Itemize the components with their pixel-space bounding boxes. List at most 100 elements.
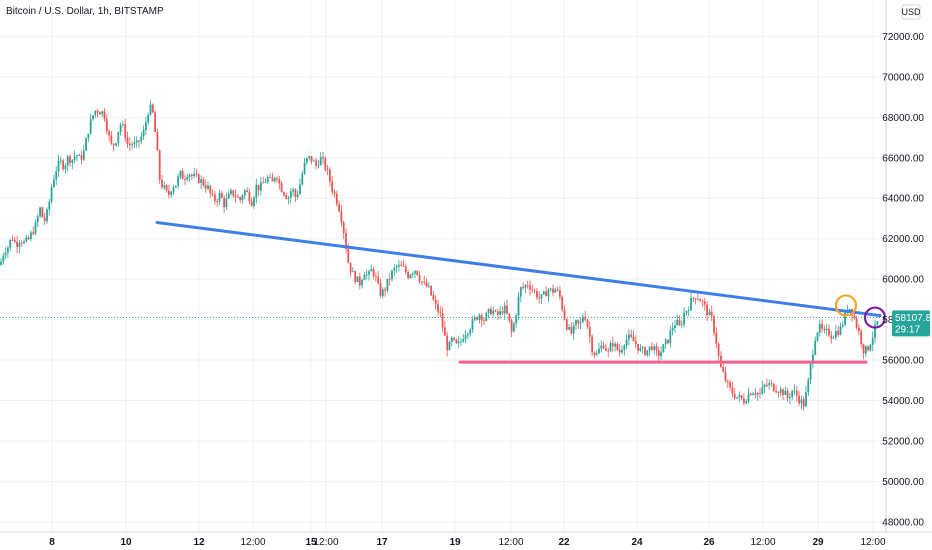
candle-body-down — [441, 312, 444, 328]
candle-body-up — [46, 209, 48, 222]
price-tick-label: 62000.00 — [882, 234, 924, 245]
candle-body-down — [329, 169, 331, 182]
candle-body-up — [568, 326, 570, 330]
candle-body-down — [651, 346, 653, 350]
candle-body-up — [193, 173, 196, 176]
candle-body-up — [761, 386, 764, 394]
candle-body-down — [99, 112, 101, 115]
candle-body-up — [595, 353, 598, 355]
candle-body-down — [161, 179, 163, 188]
trendline-line[interactable] — [155, 221, 882, 318]
candle-body-up — [230, 190, 232, 195]
candle-body-up — [835, 330, 837, 338]
candle-body-up — [736, 397, 738, 399]
candle-body-up — [319, 157, 322, 166]
candle-body-up — [639, 347, 642, 351]
candle-body-up — [427, 285, 430, 287]
price-tick-label: 72000.00 — [882, 32, 924, 43]
candle-body-down — [446, 335, 449, 351]
candle-body-down — [713, 316, 715, 333]
candle-body-up — [784, 390, 787, 396]
candle-body-down — [706, 304, 708, 316]
candle-body-up — [253, 197, 255, 206]
candle-body-down — [430, 285, 432, 296]
candle-body-up — [411, 273, 414, 275]
candle-body-down — [490, 308, 492, 315]
price-tick-label: 68000.00 — [882, 113, 924, 124]
candle-body-up — [473, 317, 476, 320]
candle-body-up — [752, 393, 754, 395]
candle-body-up — [674, 325, 676, 329]
candle-body-up — [409, 274, 412, 278]
candle-body-up — [179, 170, 182, 177]
candle-body-down — [496, 311, 499, 315]
candle-body-up — [680, 324, 683, 326]
candle-body-up — [2, 255, 5, 262]
candle-body-down — [280, 183, 283, 193]
candle-body-up — [264, 182, 267, 183]
candle-body-down — [552, 288, 554, 293]
candle-body-down — [717, 343, 720, 356]
candle-body-up — [575, 320, 577, 326]
candle-body-down — [593, 352, 596, 355]
candle-body-up — [23, 241, 25, 244]
orange-circle[interactable] — [834, 294, 858, 317]
candle-body-down — [476, 317, 478, 320]
candle-body-down — [404, 266, 407, 273]
candle-body-up — [660, 352, 662, 357]
candle-body-up — [312, 160, 315, 162]
candle-body-down — [342, 222, 345, 234]
candle-body-up — [503, 305, 506, 314]
candle-body-up — [818, 323, 821, 333]
candle-body-down — [853, 315, 856, 319]
candle-body-up — [145, 122, 147, 131]
candle-body-up — [18, 242, 21, 247]
candle-body-up — [117, 131, 120, 144]
candle-body-down — [538, 297, 541, 299]
candle-body-down — [634, 341, 637, 345]
candle-body-up — [71, 159, 74, 163]
purple-circle[interactable] — [863, 306, 887, 329]
candle-body-down — [262, 182, 265, 184]
candle-body-down — [269, 177, 271, 178]
candle-body-up — [370, 269, 373, 272]
candle-body-up — [625, 339, 628, 346]
candle-body-down — [151, 104, 154, 113]
candle-body-up — [133, 142, 136, 145]
candle-body-up — [664, 339, 667, 345]
currency-button[interactable] — [901, 4, 921, 20]
candle-body-down — [726, 381, 729, 383]
candle-body-up — [457, 341, 460, 344]
candle-body-down — [501, 311, 504, 314]
candle-body-down — [777, 392, 780, 394]
candle-body-down — [545, 291, 547, 297]
candle-body-up — [82, 150, 85, 160]
candle-body-down — [285, 195, 288, 199]
candle-body-up — [287, 197, 290, 199]
candle-body-down — [657, 350, 660, 357]
candle-body-up — [34, 222, 37, 234]
candle-body-up — [841, 324, 844, 327]
candle-body-up — [147, 114, 150, 123]
candle-body-up — [393, 267, 396, 271]
candle-body-down — [232, 190, 235, 196]
candle-body-down — [858, 327, 860, 332]
candle-body-up — [303, 162, 306, 174]
candle-body-down — [522, 287, 524, 289]
candle-body-up — [519, 287, 522, 297]
price-tick-label: 54000.00 — [882, 396, 924, 407]
candle-body-down — [618, 349, 621, 353]
candle-body-up — [299, 184, 301, 195]
candle-body-up — [101, 111, 104, 115]
candle-body-down — [234, 195, 237, 198]
candle-body-up — [89, 119, 92, 134]
candle-body-up — [73, 156, 76, 160]
candle-body-down — [565, 319, 568, 330]
candle-body-up — [292, 189, 294, 192]
candle-body-up — [800, 399, 803, 404]
candle-body-up — [789, 397, 791, 399]
candle-body-down — [480, 315, 483, 321]
candle-body-down — [154, 112, 156, 133]
